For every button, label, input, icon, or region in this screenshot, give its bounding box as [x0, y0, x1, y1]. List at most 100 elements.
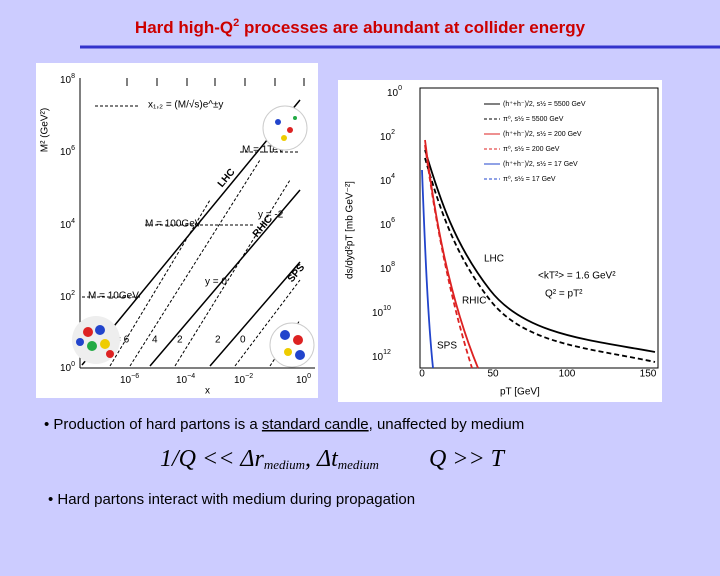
- curve-sps: [421, 169, 434, 369]
- line-sps: [209, 261, 301, 367]
- tick-exp: 10: [383, 305, 391, 312]
- x-tick-label: 150: [640, 369, 657, 380]
- tick-base: 10: [60, 147, 72, 158]
- y-tick-label: 1010: [372, 305, 391, 319]
- tick-base: 10: [380, 132, 392, 143]
- left-figure: M² (GeV²) 108 106 104 102 100 10−6 10−4 …: [36, 63, 318, 398]
- x-tick-label: 10−4: [176, 373, 195, 386]
- y-tick-label: 108: [380, 261, 395, 275]
- tick-exp: 8: [71, 73, 75, 80]
- mass-label: M = 1TeV: [242, 145, 285, 156]
- tick-base: 10: [380, 264, 392, 275]
- dot: [83, 327, 93, 337]
- rapidity-label: 0: [240, 335, 246, 346]
- y-tick-label: 108: [60, 73, 75, 86]
- curve-rhic-pi0: [424, 144, 473, 369]
- rapidity-label: 2: [177, 335, 183, 346]
- y-tick-label: 1012: [372, 349, 391, 363]
- tick-exp: 0: [71, 361, 75, 368]
- bullet-text: , unaffected by medium: [369, 416, 525, 433]
- rapidity-label: 2: [215, 335, 221, 346]
- legend-entry: (h⁺+h⁻)/2, s½ = 5500 GeV: [503, 100, 586, 108]
- equation: 1/Q << Δrmedium, Δtmedium Q >> T: [160, 446, 506, 472]
- curve-label: RHIC: [462, 296, 486, 307]
- bullet-text: • Production of hard partons is a: [44, 416, 262, 433]
- dot: [284, 348, 292, 356]
- y-tick-label: 100: [387, 85, 402, 99]
- icon: [269, 322, 315, 368]
- legend-entry: (h⁺+h⁻)/2, s½ = 200 GeV: [503, 130, 582, 138]
- dash: [129, 159, 261, 367]
- tick-base: 10: [60, 363, 72, 374]
- mass-label: M = 10GeV: [88, 291, 139, 302]
- dot: [87, 341, 97, 351]
- dot: [293, 116, 297, 120]
- axes-frame: [419, 87, 659, 369]
- dot: [281, 135, 287, 141]
- x-tick-label: 0: [419, 369, 425, 380]
- y-axis-label: M² (GeV²): [40, 108, 51, 152]
- tick-base: 10: [372, 352, 384, 363]
- dot: [95, 325, 105, 335]
- curve-label: SPS: [437, 341, 457, 352]
- line-rhic: [149, 189, 301, 367]
- legend-entry: π⁰, s½ = 5500 GeV: [503, 115, 564, 123]
- eq-sub: medium: [338, 457, 379, 472]
- title: Hard high-Q2 processes are abundant at c…: [135, 17, 586, 38]
- tick-exp: 2: [71, 290, 75, 297]
- tick-exp: 0: [307, 373, 311, 380]
- tick-base: 10: [380, 220, 392, 231]
- title-part: processes are abundant at collider energ…: [239, 18, 585, 37]
- x-tick-label: 10−2: [234, 373, 253, 386]
- dot: [100, 339, 110, 349]
- tick-exp: 4: [391, 173, 395, 180]
- tick-exp: −4: [187, 373, 195, 380]
- x-axis-label: x: [205, 386, 210, 397]
- annotation: Q² = pT²: [545, 289, 583, 300]
- dot: [295, 350, 305, 360]
- tick-base: 10: [234, 375, 246, 386]
- tick-base: 10: [380, 176, 392, 187]
- tick-exp: −6: [131, 373, 139, 380]
- tick-base: 10: [60, 75, 72, 86]
- tick-exp: 4: [71, 218, 75, 225]
- tick-base: 10: [372, 308, 384, 319]
- y-tick-label: 100: [60, 361, 75, 374]
- x-tick-label: 100: [296, 373, 311, 386]
- curve-lhc-pi0: [424, 157, 656, 363]
- y-tick-label: 104: [380, 173, 395, 187]
- curves: [421, 139, 656, 369]
- tick-exp: 12: [383, 349, 391, 356]
- mass-label: M = 100GeV: [145, 219, 202, 230]
- dot: [106, 350, 114, 358]
- curve-label: LHC: [484, 254, 504, 265]
- rapidity-label: y = -2: [258, 210, 284, 221]
- bullet: • Hard partons interact with medium duri…: [48, 491, 415, 508]
- y-tick-label: 102: [60, 290, 75, 303]
- nucleus-icons: [72, 105, 315, 368]
- right-figure: ds/dyd²pT [mb GeV⁻²] 100 102 104 106 108…: [338, 80, 662, 402]
- x-tick-label: 50: [487, 369, 499, 380]
- title-sup: 2: [233, 17, 239, 29]
- eq-sub: medium: [264, 457, 305, 472]
- dot: [76, 338, 84, 346]
- dash: [234, 279, 301, 367]
- title-part: Hard high-Q: [135, 18, 233, 37]
- legend: (h⁺+h⁻)/2, s½ = 5500 GeV π⁰, s½ = 5500 G…: [484, 100, 586, 183]
- x-tick-label: 10−6: [120, 373, 139, 386]
- tick-exp: 8: [391, 261, 395, 268]
- icon: [262, 105, 308, 151]
- y-tick-label: 104: [60, 218, 75, 231]
- x-axis-label: pT [GeV]: [500, 387, 540, 398]
- bullet: • Production of hard partons is a standa…: [44, 416, 524, 433]
- dot: [280, 330, 290, 340]
- ticks: [126, 78, 305, 86]
- dot: [287, 127, 293, 133]
- dot: [275, 119, 281, 125]
- tick-base: 10: [296, 375, 308, 386]
- curve-lhc: [424, 149, 656, 353]
- tick-base: 10: [60, 292, 72, 303]
- tick-base: 10: [387, 88, 399, 99]
- legend-entry: (h⁺+h⁻)/2, s½ = 17 GeV: [503, 160, 578, 168]
